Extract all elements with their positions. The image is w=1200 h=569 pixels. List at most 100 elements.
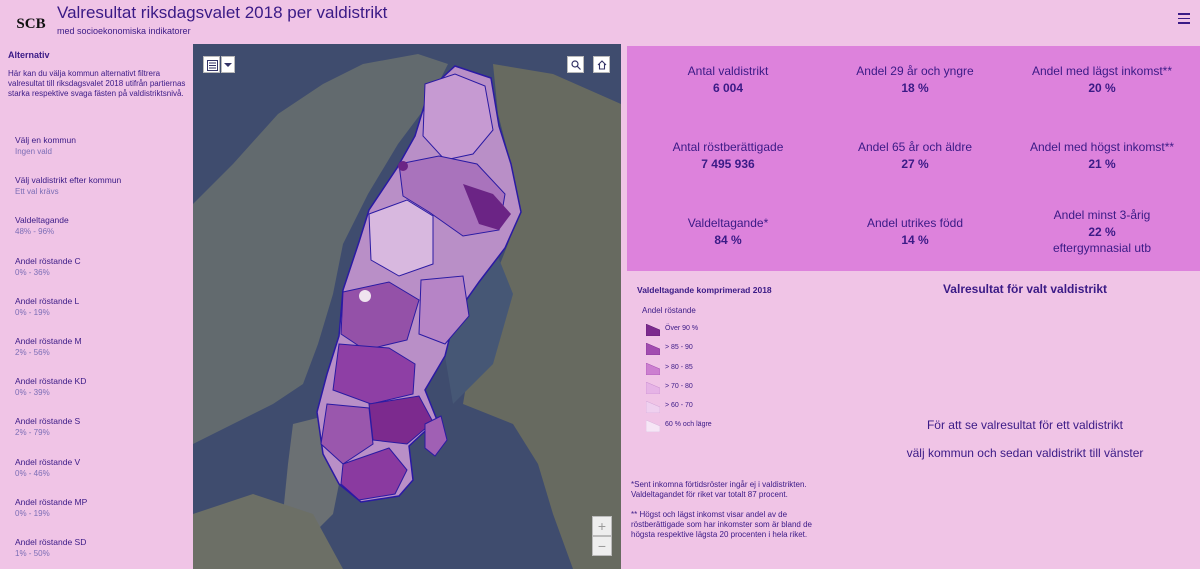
stat-value: 20 % — [1088, 81, 1116, 95]
stat-andel-aldre: Andel 65 år och äldre 27 % — [820, 140, 1010, 173]
legend-item: > 70 - 80 — [646, 378, 837, 397]
filter-party-kd[interactable]: Andel röstande KD 0% - 39% — [15, 376, 190, 416]
map-search-button[interactable] — [567, 56, 584, 73]
filter-value: 1% - 50% — [15, 548, 50, 558]
filter-label: Andel röstande L — [15, 295, 80, 306]
map-legend: Valdeltagande komprimerad 2018 Andel rös… — [637, 285, 837, 436]
stat-extra: eftergymnasial utb — [1052, 241, 1152, 255]
filter-value: 0% - 46% — [15, 468, 50, 478]
legend-item: > 85 - 90 — [646, 339, 837, 358]
filter-label: Andel röstande V — [15, 456, 81, 467]
filter-value: 0% - 36% — [15, 267, 50, 277]
stat-label: Andel med högst inkomst** — [1029, 140, 1175, 154]
layer-list-icon — [207, 60, 218, 71]
zoom-controls: + − — [592, 516, 612, 556]
stat-utrikes-fodd: Andel utrikes född 14 % — [820, 216, 1010, 249]
filter-municipality[interactable]: Välj en kommun Ingen vald — [15, 135, 190, 175]
legend-item: > 80 - 85 — [646, 359, 837, 378]
page-title: Valresultat riksdagsvalet 2018 per valdi… — [57, 3, 388, 22]
filter-party-m[interactable]: Andel röstande M 2% - 56% — [15, 336, 190, 376]
sidebar: Alternativ Här kan du välja kommun alter… — [0, 44, 193, 569]
footnote-income: ** Högst och lägst inkomst visar andel a… — [631, 509, 812, 540]
stat-value: 22 % — [1088, 225, 1116, 239]
legend-swatch — [646, 381, 660, 394]
filter-value: 0% - 19% — [15, 508, 50, 518]
filter-label: Andel röstande MP — [15, 496, 88, 507]
filter-district[interactable]: Välj valdistrikt efter kommun Ett val krä… — [15, 175, 190, 215]
legend-swatch — [646, 401, 660, 414]
stat-label: Andel utrikes född — [866, 216, 964, 230]
zoom-out-button[interactable]: − — [592, 536, 612, 556]
stat-andel-unga: Andel 29 år och yngre 18 % — [820, 64, 1010, 97]
map-view[interactable]: + − — [193, 44, 621, 569]
app-header: SCB Valresultat riksdagsvalet 2018 per v… — [0, 0, 1200, 44]
stat-value: 84 % — [714, 233, 742, 247]
filter-value: Ett val krävs — [15, 187, 59, 197]
sidebar-heading: Alternativ — [8, 50, 50, 60]
legend-item: 60 % och lägre — [646, 416, 837, 435]
legend-label: > 60 - 70 — [665, 402, 693, 410]
results-panel: Valresultat för valt valdistrikt För att… — [840, 282, 1200, 460]
legend-swatch — [646, 324, 660, 336]
stat-value: 21 % — [1088, 157, 1116, 171]
map-home-button[interactable] — [593, 56, 610, 73]
filter-turnout[interactable]: Valdeltagande 48% - 96% — [15, 215, 190, 255]
stat-label: Andel 29 år och yngre — [856, 64, 974, 78]
filter-party-sd[interactable]: Andel röstande SD 1% - 50% — [15, 537, 190, 569]
stat-valdeltagande: Valdeltagande* 84 % — [633, 216, 823, 249]
filter-value: 2% - 56% — [15, 347, 50, 357]
filter-party-v[interactable]: Andel röstande V 0% - 46% — [15, 457, 190, 497]
filter-label: Välj valdistrikt efter kommun — [15, 175, 122, 186]
stat-rostberattigade: Antal röstberättigade 7 495 936 — [633, 140, 823, 173]
stats-panel: Antal valdistrikt 6 004 Andel 29 år och y… — [627, 46, 1200, 271]
home-icon — [597, 60, 607, 70]
layer-list-button[interactable] — [203, 56, 220, 73]
zoom-in-button[interactable]: + — [592, 516, 612, 536]
legend-item: > 60 - 70 — [646, 397, 837, 416]
legend-item: Över 90 % — [646, 320, 837, 339]
stat-label: Andel med lägst inkomst** — [1031, 64, 1173, 78]
stat-label: Antal röstberättigade — [672, 140, 784, 154]
stat-value: 18 % — [901, 81, 929, 95]
legend-label: > 80 - 85 — [665, 363, 693, 371]
filter-party-mp[interactable]: Andel röstande MP 0% - 19% — [15, 497, 190, 537]
stat-value: 6 004 — [712, 81, 744, 95]
search-icon — [571, 60, 581, 70]
footnotes: *Sent inkomna förtidsröster ingår ej i v… — [631, 480, 826, 549]
footnote-turnout: *Sent inkomna förtidsröster ingår ej i v… — [631, 480, 807, 500]
legend-swatch — [646, 343, 660, 356]
filter-label: Valdeltagande — [15, 215, 69, 226]
hamburger-icon[interactable] — [1178, 13, 1190, 24]
filter-list: Välj en kommun Ingen vald Välj valdistrik… — [15, 135, 190, 569]
filter-party-c[interactable]: Andel röstande C 0% - 36% — [15, 256, 190, 296]
layer-dropdown-button[interactable] — [221, 56, 235, 73]
filter-label: Andel röstande KD — [15, 376, 87, 387]
legend-title: Valdeltagande komprimerad 2018 — [637, 285, 772, 295]
page-subtitle: med socioekonomiska indikatorer — [57, 26, 191, 36]
filter-party-s[interactable]: Andel röstande S 2% - 79% — [15, 416, 190, 456]
stat-label: Valdeltagande* — [687, 216, 769, 230]
stat-label: Andel 65 år och äldre — [857, 140, 973, 154]
sidebar-description: Här kan du välja kommun alternativt filt… — [8, 69, 186, 98]
filter-label: Andel röstande C — [15, 255, 81, 266]
stat-label: Andel minst 3-årig — [1053, 208, 1151, 222]
svg-text:SCB: SCB — [16, 16, 45, 32]
stat-hogst-inkomst: Andel med högst inkomst** 21 % — [1007, 140, 1197, 173]
stat-label: Antal valdistrikt — [687, 64, 769, 78]
legend-swatch — [646, 362, 660, 375]
stat-antal-valdistrikt: Antal valdistrikt 6 004 — [633, 64, 823, 97]
stat-value: 14 % — [901, 233, 929, 247]
results-message-line2: välj kommun och sedan valdistrikt till v… — [906, 446, 1144, 460]
filter-value: Ingen vald — [15, 147, 52, 156]
filter-value: 0% - 19% — [15, 307, 50, 317]
legend-label: > 85 - 90 — [665, 344, 693, 352]
filter-party-l[interactable]: Andel röstande L 0% - 19% — [15, 296, 190, 336]
filter-label: Andel röstande M — [15, 335, 82, 346]
filter-value: 48% - 96% — [15, 227, 55, 237]
sweden-choropleth-map[interactable] — [193, 44, 621, 569]
chevron-down-icon — [224, 63, 232, 67]
legend-label: Över 90 % — [665, 325, 699, 332]
stat-eftergymnasial: Andel minst 3-årig 22 % eftergymnasial utb — [1007, 208, 1197, 256]
results-message-line1: För att se valresultat för ett valdistri… — [926, 418, 1124, 432]
legend-label: > 70 - 80 — [665, 382, 693, 390]
